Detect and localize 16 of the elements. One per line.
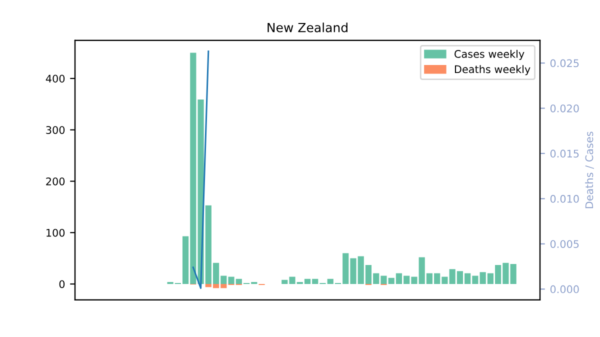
y2-tick-label: 0.015 [550, 150, 579, 158]
y-tick-label: 100 [46, 228, 65, 237]
y-tick-label: 0 [59, 280, 65, 288]
y2-tick-label: 0.025 [550, 59, 579, 68]
y-tick-label: 300 [46, 126, 65, 134]
chart-title: New Zealand [268, 22, 348, 32]
y2-tick-label: 0.000 [550, 285, 579, 294]
legend-label: Cases weekly [454, 50, 524, 60]
legend-label: Deaths weekly [454, 65, 530, 76]
y2-tick-label: 0.010 [550, 194, 579, 203]
bar [510, 264, 516, 284]
y-tick-label: 400 [46, 74, 65, 83]
y2-axis-title: Deaths / Cases [585, 132, 594, 208]
y2-tick-label: 0.005 [550, 240, 579, 248]
y-tick-label: 200 [46, 177, 65, 186]
y2-tick-label: 0.020 [550, 104, 579, 112]
